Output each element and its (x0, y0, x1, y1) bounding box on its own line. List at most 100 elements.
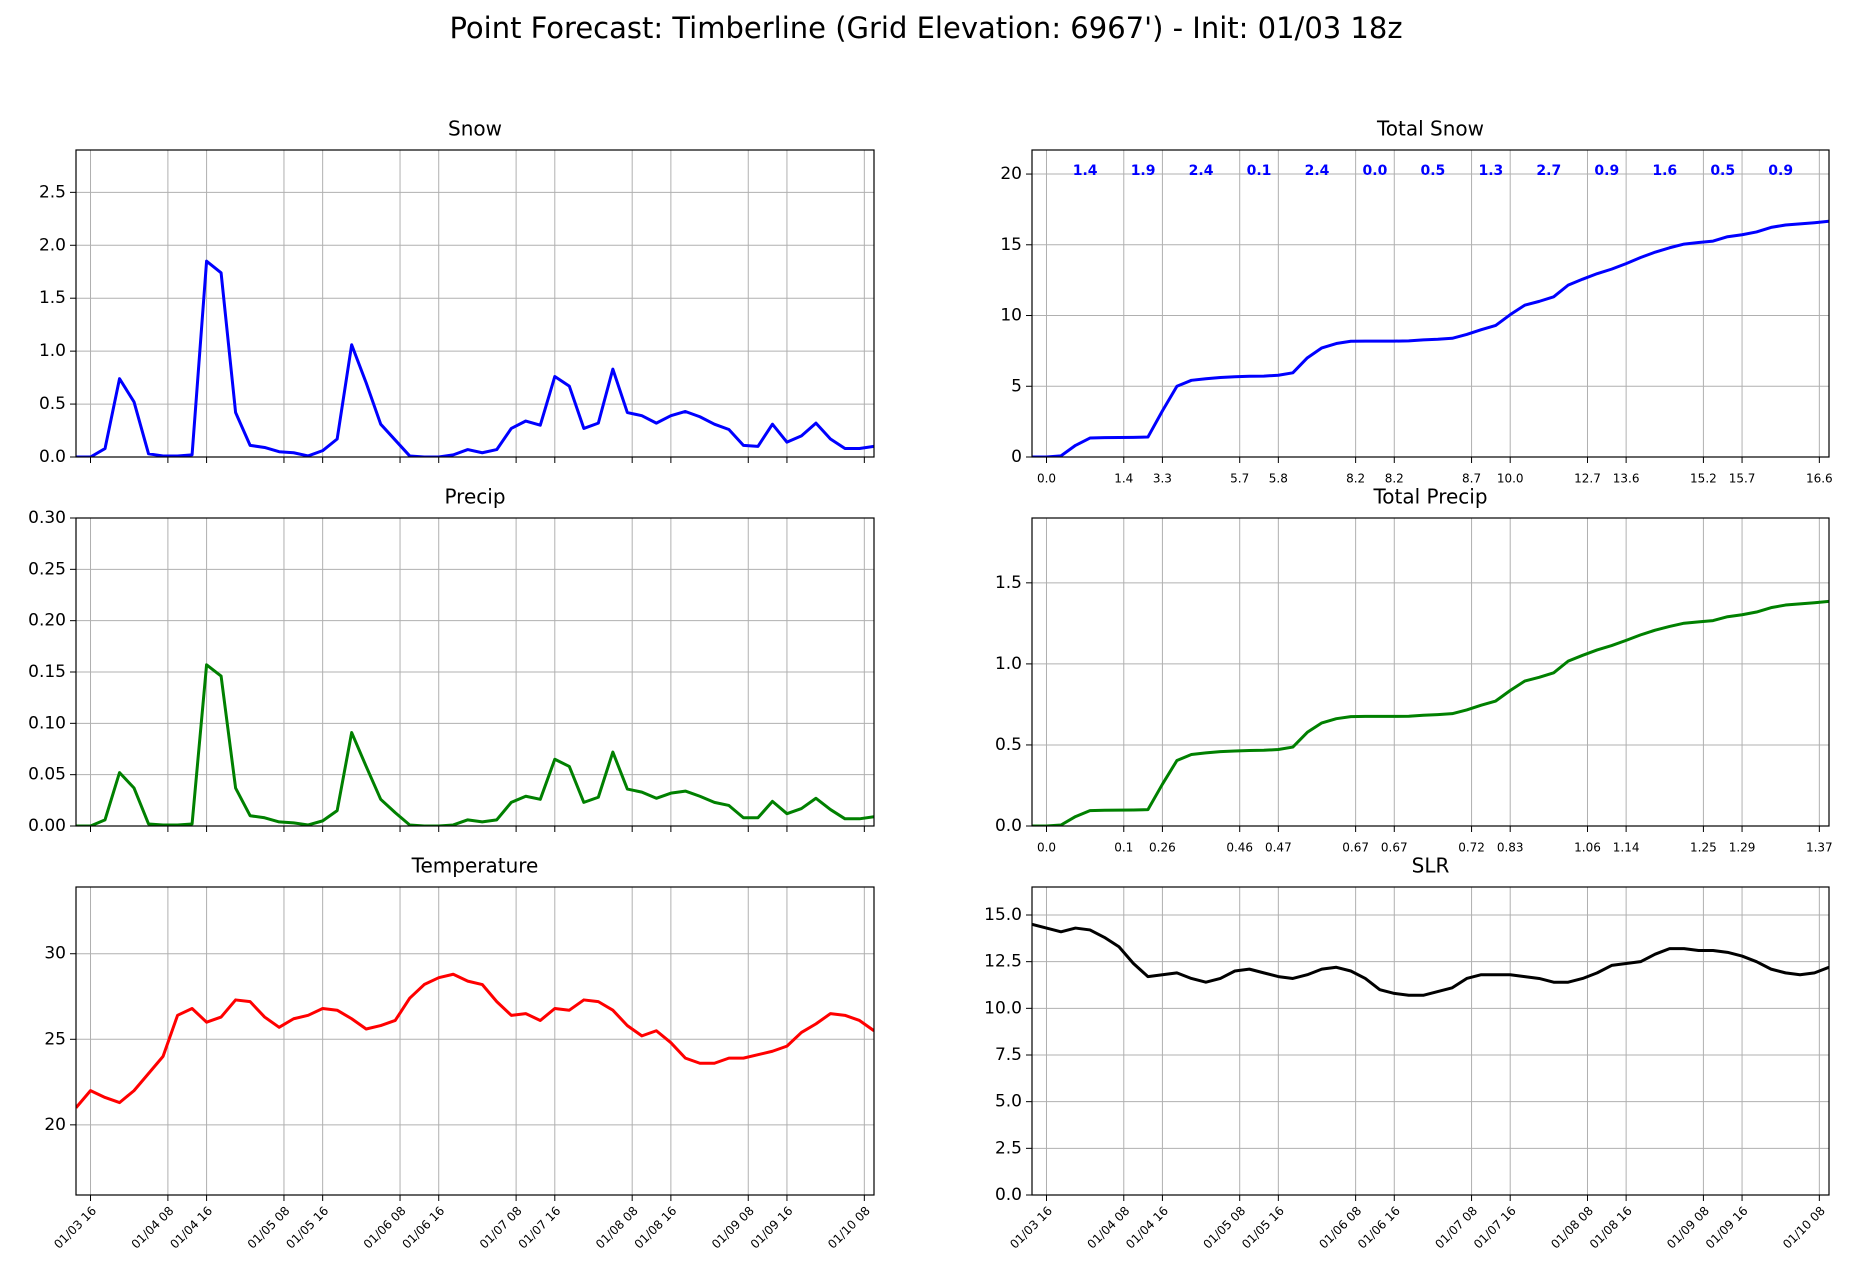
y-tick-label: 12.5 (984, 952, 1022, 972)
y-tick-label: 0.10 (28, 713, 66, 733)
y-tick-label: 0 (1011, 447, 1022, 467)
y-tick-label: 0.25 (28, 559, 66, 579)
x-tick-label: 01/07 16 (516, 1204, 564, 1252)
x-tick-label: 01/06 16 (1355, 1204, 1403, 1252)
x-tick-label: 3.3 (1153, 472, 1172, 486)
period-total: 2.4 (1189, 163, 1214, 179)
y-tick-label: 25 (44, 1029, 66, 1049)
period-total: 0.1 (1247, 163, 1272, 179)
y-tick-label: 1.0 (39, 341, 66, 361)
x-tick-label: 1.14 (1613, 841, 1640, 855)
x-tick-label: 1.29 (1729, 841, 1756, 855)
y-tick-label: 1.0 (995, 654, 1022, 674)
y-tick-label: 10.0 (984, 998, 1022, 1018)
y-tick-label: 0.0 (995, 816, 1022, 836)
y-tick-label: 1.5 (995, 573, 1022, 593)
x-tick-label: 01/05 16 (1239, 1204, 1287, 1252)
x-tick-label: 01/09 16 (748, 1204, 796, 1252)
x-tick-label: 10.0 (1497, 472, 1524, 486)
x-tick-label: 15.2 (1690, 472, 1717, 486)
x-tick-label: 01/08 16 (1587, 1204, 1635, 1252)
x-tick-label: 0.46 (1226, 841, 1253, 855)
x-tick-label: 5.8 (1269, 472, 1288, 486)
y-tick-label: 7.5 (995, 1045, 1022, 1065)
data-line (76, 972, 874, 1109)
axes-frame (75, 517, 875, 827)
x-tick-label: 01/09 16 (1703, 1204, 1751, 1252)
x-tick-label: 0.0 (1037, 472, 1056, 486)
y-tick-label: 0.05 (28, 765, 66, 785)
y-tick-label: 0.5 (995, 735, 1022, 755)
x-tick-label: 8.2 (1385, 472, 1404, 486)
x-tick-label: 0.83 (1497, 841, 1524, 855)
x-tick-label: 01/05 16 (283, 1204, 331, 1252)
x-tick-label: 01/08 16 (632, 1204, 680, 1252)
x-tick-label: 8.2 (1346, 472, 1365, 486)
axes-frame (1031, 149, 1830, 458)
period-total: 1.9 (1131, 163, 1156, 179)
axes-frame (1031, 517, 1830, 827)
x-tick-label: 1.4 (1114, 472, 1133, 486)
x-tick-label: 1.06 (1574, 841, 1601, 855)
y-tick-label: 5 (1011, 376, 1022, 396)
x-tick-label: 0.1 (1114, 841, 1133, 855)
period-total: 2.7 (1536, 163, 1561, 179)
y-tick-label: 2.5 (39, 182, 66, 202)
x-tick-label: 0.67 (1342, 841, 1369, 855)
y-tick-label: 2.5 (995, 1138, 1022, 1158)
y-tick-label: 20 (44, 1115, 66, 1135)
period-total: 1.3 (1478, 163, 1503, 179)
x-tick-label: 5.7 (1230, 472, 1249, 486)
y-tick-label: 0.0 (995, 1185, 1022, 1205)
x-tick-label: 13.6 (1613, 472, 1640, 486)
y-tick-label: 0.00 (28, 816, 66, 836)
y-tick-label: 0.15 (28, 662, 66, 682)
data-line (1032, 922, 1829, 997)
x-tick-label: 0.0 (1037, 841, 1056, 855)
y-tick-label: 0.5 (39, 394, 66, 414)
period-total: 1.6 (1652, 163, 1677, 179)
x-tick-label: 01/07 16 (1471, 1204, 1519, 1252)
subplot-title: Temperature (411, 854, 539, 878)
y-tick-label: 2.0 (39, 235, 66, 255)
data-line (76, 259, 874, 457)
x-tick-label: 01/04 16 (1123, 1204, 1171, 1252)
data-line (76, 663, 874, 826)
x-tick-label: 01/04 16 (167, 1204, 215, 1252)
x-tick-label: 01/03 16 (1007, 1204, 1055, 1252)
period-total: 0.0 (1363, 163, 1388, 179)
x-tick-label: 01/06 16 (399, 1204, 447, 1252)
x-tick-label: 15.7 (1729, 472, 1756, 486)
y-tick-label: 0.0 (39, 447, 66, 467)
x-tick-label: 0.47 (1265, 841, 1292, 855)
x-tick-label: 16.6 (1806, 472, 1833, 486)
period-total: 2.4 (1305, 163, 1330, 179)
y-tick-label: 20 (1000, 164, 1022, 184)
axes-frame (75, 886, 875, 1196)
x-tick-label: 8.7 (1462, 472, 1481, 486)
subplot-title: Precip (444, 485, 505, 509)
y-tick-label: 10 (1000, 306, 1022, 326)
subplot-title: Total Precip (1372, 485, 1487, 509)
x-tick-label: 01/10 08 (825, 1204, 873, 1252)
subplot-title: Snow (448, 117, 502, 141)
x-tick-label: 01/03 16 (51, 1204, 99, 1252)
y-tick-label: 0.30 (28, 508, 66, 528)
period-total: 1.4 (1073, 163, 1098, 179)
y-tick-label: 30 (44, 944, 66, 964)
y-tick-label: 15 (1000, 235, 1022, 255)
x-tick-label: 0.26 (1149, 841, 1176, 855)
axes-frame (1031, 886, 1830, 1196)
x-tick-label: 1.37 (1806, 841, 1833, 855)
y-tick-label: 1.5 (39, 288, 66, 308)
subplot-title: Total Snow (1376, 117, 1484, 141)
data-line (1032, 599, 1829, 826)
y-tick-label: 5.0 (995, 1092, 1022, 1112)
y-tick-label: 0.20 (28, 611, 66, 631)
figure-title: Point Forecast: Timberline (Grid Elevati… (449, 11, 1402, 45)
x-tick-label: 12.7 (1574, 472, 1601, 486)
x-tick-label: 01/10 08 (1780, 1204, 1828, 1252)
x-tick-label: 0.67 (1381, 841, 1408, 855)
period-total: 0.5 (1421, 163, 1446, 179)
